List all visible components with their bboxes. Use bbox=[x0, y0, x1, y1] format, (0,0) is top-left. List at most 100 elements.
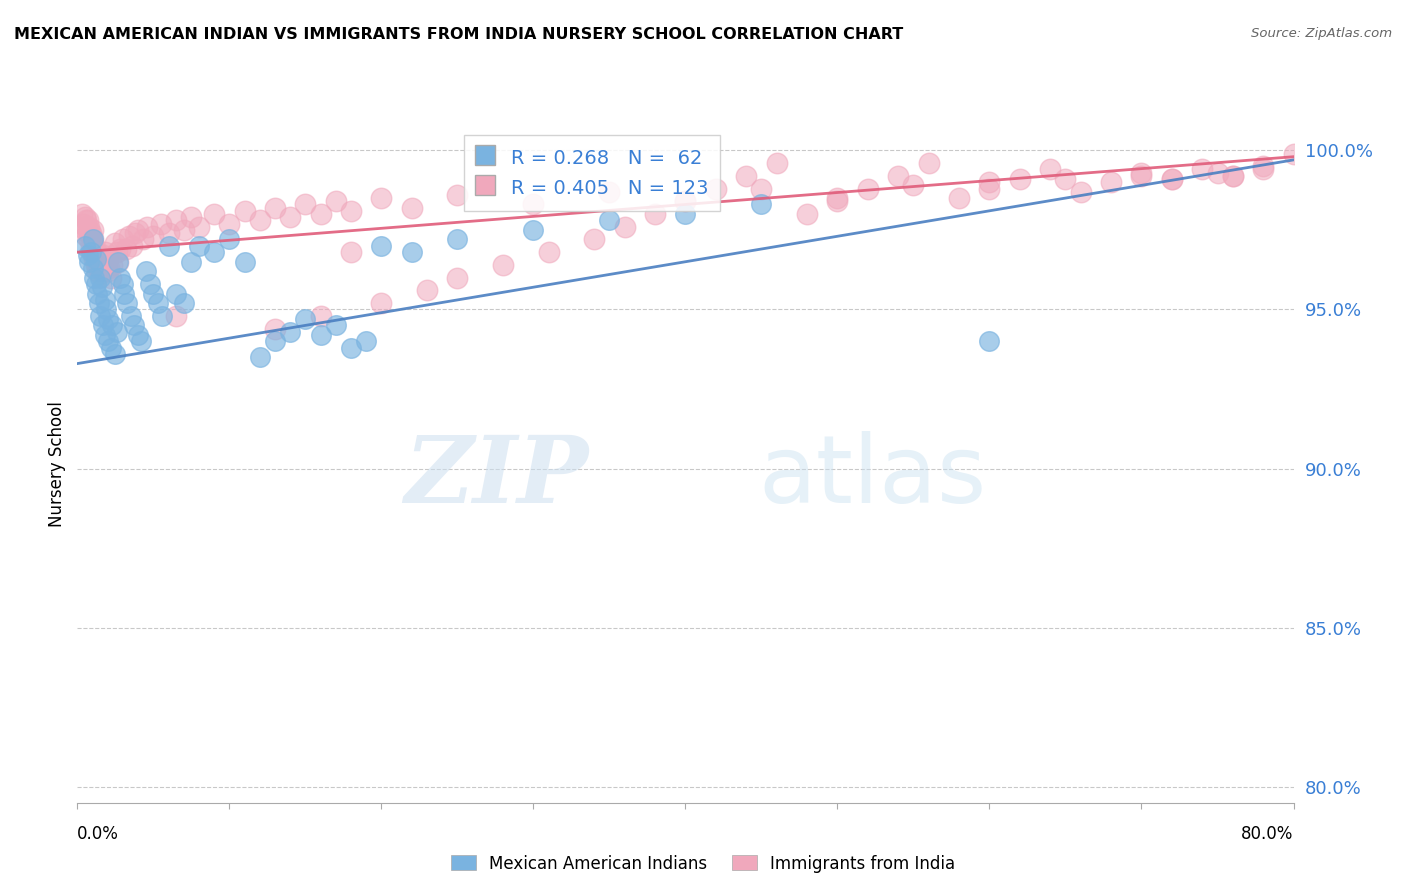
Point bbox=[124, 226, 146, 240]
Point bbox=[86, 254, 108, 268]
Point bbox=[122, 318, 145, 333]
Point bbox=[82, 245, 104, 260]
Point bbox=[325, 318, 347, 333]
Point bbox=[136, 219, 159, 234]
Point bbox=[93, 327, 115, 342]
Point bbox=[84, 277, 107, 291]
Point bbox=[91, 248, 114, 262]
Point bbox=[979, 181, 1001, 195]
Point bbox=[127, 223, 149, 237]
Point bbox=[294, 197, 316, 211]
Point bbox=[165, 286, 187, 301]
Point bbox=[89, 309, 111, 323]
Point bbox=[114, 286, 136, 301]
Text: atlas: atlas bbox=[758, 432, 987, 524]
Point bbox=[1191, 162, 1213, 177]
Point bbox=[79, 219, 101, 234]
Point bbox=[131, 232, 153, 246]
Point bbox=[522, 197, 544, 211]
Point bbox=[165, 213, 187, 227]
Point bbox=[139, 277, 162, 291]
Point bbox=[1161, 172, 1184, 186]
Point bbox=[89, 254, 111, 268]
Point bbox=[83, 239, 105, 253]
Point bbox=[75, 219, 97, 234]
Point bbox=[127, 327, 149, 342]
Point bbox=[142, 286, 165, 301]
Point bbox=[370, 239, 392, 253]
Point bbox=[675, 207, 697, 221]
Point bbox=[79, 254, 101, 268]
Point bbox=[233, 254, 256, 268]
Point bbox=[96, 302, 118, 317]
Text: 80.0%: 80.0% bbox=[1241, 825, 1294, 843]
Point bbox=[218, 232, 240, 246]
Point bbox=[90, 280, 112, 294]
Point bbox=[101, 258, 124, 272]
Point bbox=[1039, 162, 1062, 177]
Point bbox=[100, 341, 122, 355]
Point bbox=[93, 293, 115, 307]
Point bbox=[827, 191, 849, 205]
Point bbox=[598, 213, 620, 227]
Point bbox=[91, 318, 114, 333]
Point bbox=[370, 296, 392, 310]
Point bbox=[135, 264, 157, 278]
Point bbox=[416, 284, 439, 298]
Point bbox=[340, 245, 363, 260]
Point bbox=[401, 201, 423, 215]
Point bbox=[86, 264, 108, 278]
Point bbox=[354, 334, 377, 349]
Point bbox=[294, 312, 316, 326]
Point bbox=[96, 254, 118, 268]
Point bbox=[1222, 169, 1244, 183]
Point bbox=[84, 252, 107, 266]
Point bbox=[1161, 172, 1184, 186]
Point bbox=[104, 347, 127, 361]
Point bbox=[89, 268, 111, 282]
Point bbox=[370, 191, 392, 205]
Point bbox=[264, 334, 287, 349]
Point bbox=[77, 213, 100, 227]
Point bbox=[796, 207, 818, 221]
Point bbox=[84, 245, 107, 260]
Y-axis label: Nursery School: Nursery School bbox=[48, 401, 66, 527]
Point bbox=[309, 207, 332, 221]
Point bbox=[84, 248, 107, 262]
Point bbox=[97, 252, 120, 266]
Point bbox=[180, 210, 202, 224]
Point bbox=[202, 245, 225, 260]
Point bbox=[675, 194, 697, 209]
Point bbox=[180, 254, 202, 268]
Point bbox=[82, 223, 104, 237]
Point bbox=[101, 318, 124, 333]
Point bbox=[1206, 166, 1229, 180]
Point bbox=[89, 258, 111, 272]
Point bbox=[82, 235, 104, 250]
Point bbox=[82, 232, 104, 246]
Point bbox=[111, 232, 134, 246]
Point bbox=[309, 309, 332, 323]
Point bbox=[77, 248, 100, 262]
Point bbox=[202, 207, 225, 221]
Point bbox=[70, 207, 93, 221]
Point bbox=[86, 286, 108, 301]
Point bbox=[249, 213, 271, 227]
Legend: R = 0.268   N =  62, R = 0.405   N = 123: R = 0.268 N = 62, R = 0.405 N = 123 bbox=[464, 135, 720, 211]
Point bbox=[903, 178, 925, 193]
Point bbox=[90, 264, 112, 278]
Point bbox=[948, 191, 970, 205]
Point bbox=[309, 327, 332, 342]
Point bbox=[1130, 169, 1153, 183]
Point bbox=[173, 223, 195, 237]
Point bbox=[598, 185, 620, 199]
Text: ZIP: ZIP bbox=[404, 433, 588, 523]
Point bbox=[93, 245, 115, 260]
Point bbox=[765, 156, 787, 170]
Point bbox=[704, 181, 727, 195]
Point bbox=[80, 245, 103, 260]
Point bbox=[75, 229, 97, 244]
Point bbox=[79, 223, 101, 237]
Point bbox=[80, 226, 103, 240]
Point bbox=[446, 270, 468, 285]
